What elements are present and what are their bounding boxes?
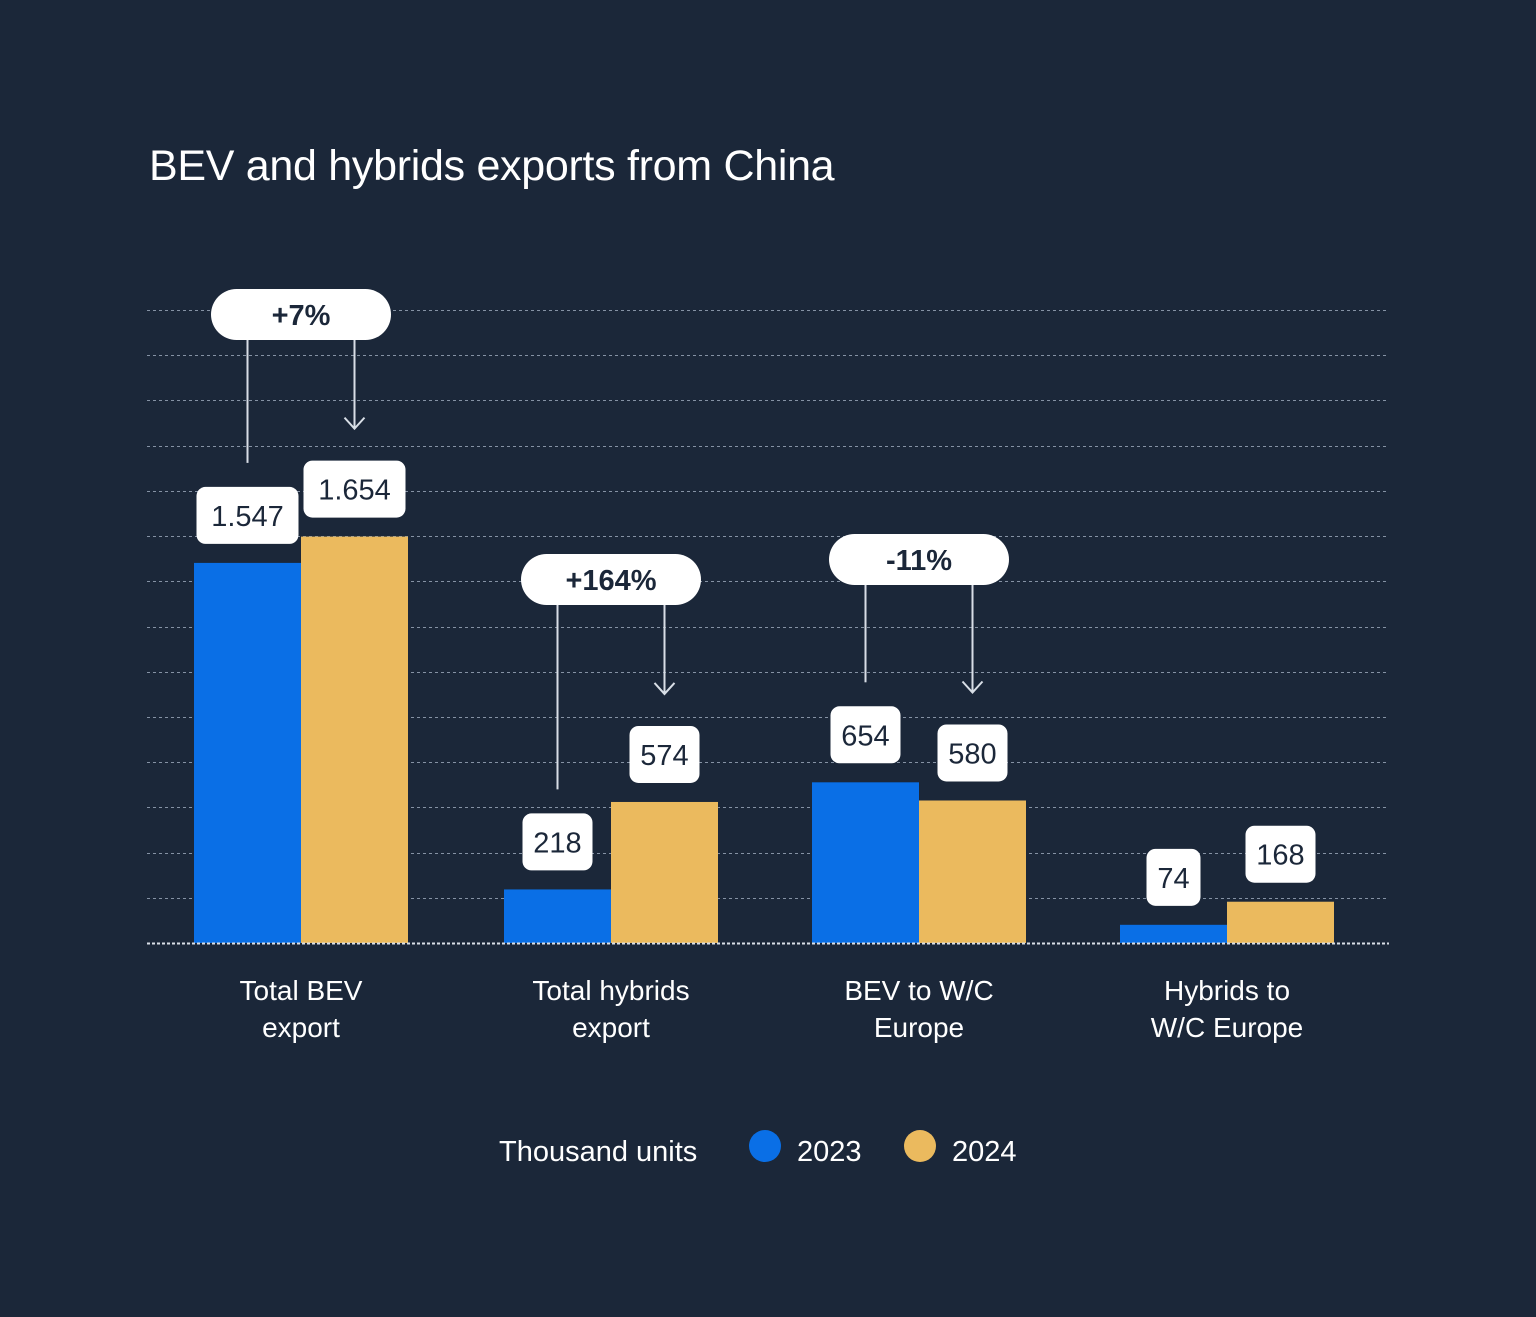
chart-title: BEV and hybrids exports from China — [149, 142, 835, 190]
category-label: Total BEV — [240, 975, 363, 1006]
value-label: 218 — [533, 827, 581, 859]
value-label-box — [196, 486, 299, 544]
category-label: export — [572, 1012, 650, 1043]
category-label: BEV to W/C — [844, 975, 993, 1006]
legend-swatch-2024 — [904, 1130, 936, 1162]
arrow-head — [343, 416, 366, 431]
value-label-box — [1146, 848, 1201, 906]
bar-2024-3 — [919, 800, 1026, 943]
value-label: 168 — [1256, 840, 1304, 872]
category-label: Hybrids to — [1164, 975, 1290, 1006]
bar-2024-1 — [301, 536, 408, 943]
arrow-head — [961, 680, 984, 694]
value-label: 1.547 — [211, 501, 284, 533]
value-label-box — [629, 725, 700, 783]
bar-2023-4 — [1120, 924, 1227, 943]
legend-label-2023: 2023 — [797, 1136, 862, 1168]
legend: Thousand units 2023 2024 — [0, 1128, 1536, 1176]
value-label: 1.654 — [318, 475, 391, 507]
change-label: -11% — [886, 545, 952, 577]
value-label: 574 — [640, 740, 688, 772]
category-label: export — [262, 1012, 340, 1043]
category-label: Total hybrids — [532, 975, 689, 1006]
bar-2024-4 — [1227, 901, 1334, 943]
value-label-box — [830, 706, 901, 764]
bar-2023-1 — [194, 562, 301, 943]
value-label-box — [303, 460, 406, 518]
value-label-box — [937, 724, 1008, 782]
change-label: +164% — [565, 565, 656, 597]
change-badge — [211, 289, 391, 340]
value-label-box — [1245, 825, 1316, 883]
arrow-head — [653, 682, 676, 696]
legend-label-2024: 2024 — [952, 1136, 1017, 1168]
value-label-box — [522, 813, 593, 871]
change-badge — [829, 534, 1009, 585]
category-label: W/C Europe — [1151, 1012, 1304, 1043]
bar-2023-3 — [812, 782, 919, 943]
change-badge — [521, 554, 701, 605]
legend-swatch-2023 — [749, 1130, 781, 1162]
bar-2024-2 — [611, 801, 718, 943]
legend-unit-label: Thousand units — [499, 1136, 698, 1168]
value-label: 580 — [948, 738, 996, 770]
category-label: Europe — [874, 1012, 964, 1043]
change-label: +7% — [272, 300, 331, 332]
bar-2023-2 — [504, 889, 611, 943]
value-label: 74 — [1157, 863, 1189, 895]
value-label: 654 — [841, 720, 889, 752]
